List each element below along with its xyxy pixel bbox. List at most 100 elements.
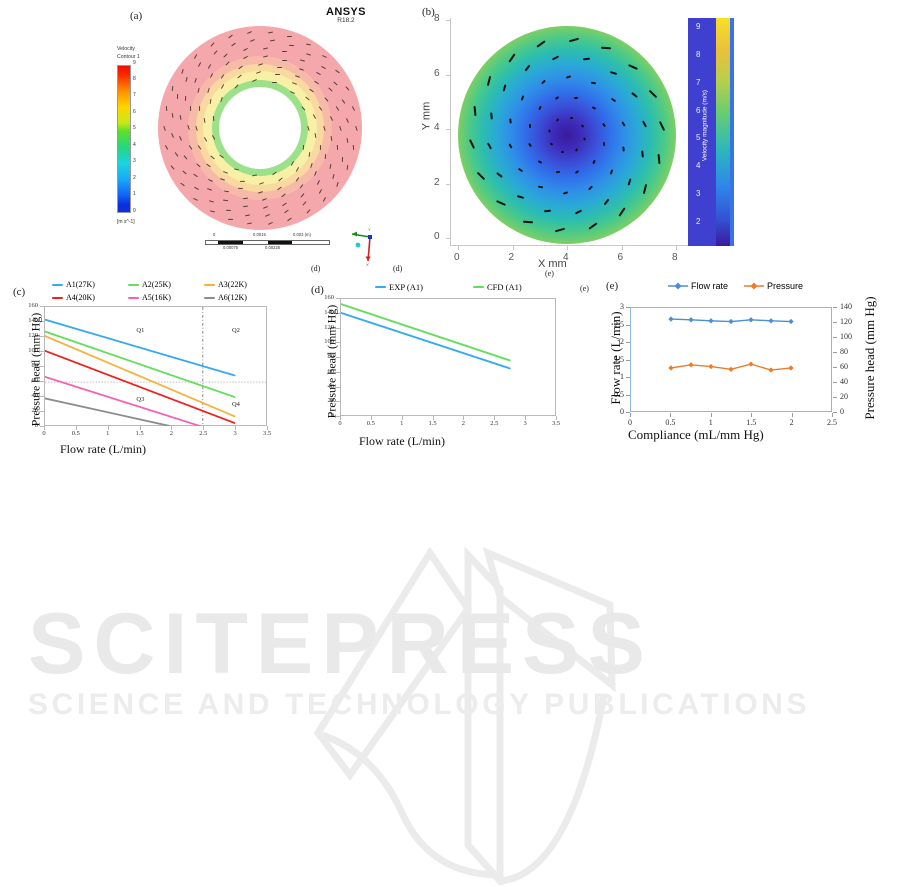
panel-c-ytick-60: 60 [31,377,39,384]
panel-e-ytick-mark [626,394,630,396]
panel-d-ytick-40: 40 [327,382,335,390]
panel-b-ytick-8: 8 [434,13,440,24]
legend-tick-8: 8 [133,76,136,83]
panel-d-ytick-mark [336,401,340,403]
panel-e-data-marker [708,318,714,324]
panel-c-legend-item[interactable]: A5(16K) [128,293,171,302]
legend-label: EXP (A1) [389,282,423,292]
panel-e-tag: (e) [606,280,619,292]
velocity-arrow [548,128,551,133]
colorbar-edge [730,18,734,246]
panel-c-xtick-mark [75,426,77,430]
panel-c-legend-item[interactable]: A1(27K) [52,280,95,289]
panel-c-xtick-mark [171,426,173,430]
panel-d-ytick-160: 160 [324,294,334,301]
ansys-logo: ANSYS R18.2 [326,6,366,24]
panel-e-y2tick-80: 80 [840,347,848,356]
panel-e-xtick-mark [832,413,833,417]
colorbar-tick-4: 4 [696,161,701,171]
panel-d-ytick-mark [336,298,340,299]
panel-b-x-axis-label: X mm [538,258,567,270]
panel-d-legend-item[interactable]: CFD (A1) [473,282,522,292]
legend-title-velocity: Velocity [117,46,135,52]
panel-d-ytick-mark [336,312,340,314]
panel-b-xtick-mark [458,246,459,250]
panel-e-data-marker [728,366,734,372]
panel-c-legend-item[interactable]: A4(20K) [52,293,95,302]
panel-d-ytick-mark [336,342,340,344]
panel-c-xtick-mark [107,426,109,430]
panel-c-ytick-mark [40,336,44,337]
panel-c-ytick-100: 100 [28,347,38,354]
panel-d-xtick-1.5: 1.5 [428,420,437,427]
panel-d-ytick-100: 100 [324,338,334,346]
panel-c-xtick-mark [139,426,141,430]
panel-e-y2tick-100: 100 [840,332,852,341]
panel-c-ytick-0: 0 [34,422,38,429]
panel-e-legend-item[interactable]: Pressure [744,281,803,291]
panel-c-legend-item[interactable]: A3(22K) [204,280,247,289]
panel-b-velocity-contour: (b) 0 2 4 6 8 0 2 4 6 8 X mm Y mm 9 8 7 6 5 4 3 2 Veloc… [420,0,901,285]
panel-e-ytick-2.5: 2.5 [614,319,624,329]
legend-title-contour: Contour 1 [117,53,140,60]
panel-d-xtick-mark [463,416,465,420]
panel-e-legend-item[interactable]: Flow rate [668,281,728,291]
panel-e-y2tick-0: 0 [840,407,844,416]
panel-e-ytick-0: 0 [620,407,624,416]
panel-d-ytick-mark [336,416,340,417]
panel-c-plot-area [44,306,267,426]
panel-e-y2tick-mark [833,412,837,413]
watermark-subtitle: SCIENCE AND TECHNOLOGY PUBLICATIONS [28,688,811,721]
velocity-field-disc [458,26,676,244]
panel-b-axes-frame [450,18,702,246]
panel-d-ytick-140: 140 [324,308,334,316]
velocity-vector-glyph [277,66,283,68]
panel-c-ytick-mark [40,321,44,322]
panel-c-xtick-2.5: 2.5 [199,430,208,437]
panel-e-data-marker [708,363,714,370]
panel-e-y2tick-mark [833,382,837,383]
scitepress-watermark: SCITEPRESS SCIENCE AND TECHNOLOGY PUBLIC… [0,545,901,885]
panel-e-ytick-mark [626,412,630,413]
legend-label: A4(20K) [66,293,95,302]
panel-d-xtick-3: 3 [523,420,527,427]
panel-c-ytick-mark [40,381,44,382]
panel-d-ytick-120: 120 [324,323,334,331]
panel-d-legend-item[interactable]: EXP (A1) [375,282,423,292]
velocity-vector-glyph [227,218,233,220]
panel-c-xtick-2: 2 [169,430,174,437]
panel-c-ytick-mark [40,366,44,367]
panel-d-xtick-mark [401,416,403,420]
panel-b-y-axis-label: Y mm [420,101,433,131]
panel-d-exp-vs-cfd: (d) EXP (A1) CFD (A1) 0 0.5 1 1.5 2 2.5 3 3.5 0 2… [297,262,587,492]
velocity-arrow [621,146,625,152]
open-book-logo-icon [313,546,616,885]
panel-b-ytick-mark [446,183,450,185]
panel-e-xtick-mark [670,413,672,417]
panel-c-legend-item[interactable]: A6(12K) [204,293,247,302]
panel-e-y-axis-label-right: Pressure head (mm Hg) [862,296,877,420]
panel-e-ytick-1: 1 [620,372,624,381]
panel-c-series-line [45,330,236,398]
panel-c-ytick-20: 20 [31,407,39,414]
panel-c-ytick-80: 80 [31,362,39,369]
contour-ring-hole [219,87,301,169]
panel-c-legend-item[interactable]: A2(25K) [128,280,171,289]
panel-e-data-marker [748,361,754,367]
colorbar-label: Velocity magnitude (m/s) [701,89,709,162]
legend-tick-6: 6 [133,108,136,115]
legend-marker-icon [744,282,764,290]
colorbar-tick-9: 9 [696,22,701,31]
stray-label-e-2: (e) [580,284,589,293]
panel-e-compliance: (e) Flow rate Pressure 0 0.5 1 1.5 2 2.5 0 0.5 1… [588,272,901,494]
velocity-vector-glyph [336,145,339,151]
velocity-arrow [602,142,606,147]
panel-c-series-line [45,375,201,426]
panel-e-data-marker [768,367,774,373]
panel-e-ytick-0.5: 0.5 [614,389,624,399]
legend-color-swatch [128,283,139,286]
colorbar-tick-2: 2 [696,217,701,226]
panel-e-y2tick-mark [833,397,837,398]
panel-e-xtick-2: 2 [789,418,794,427]
panel-c-xtick-1.5: 1.5 [135,430,144,437]
